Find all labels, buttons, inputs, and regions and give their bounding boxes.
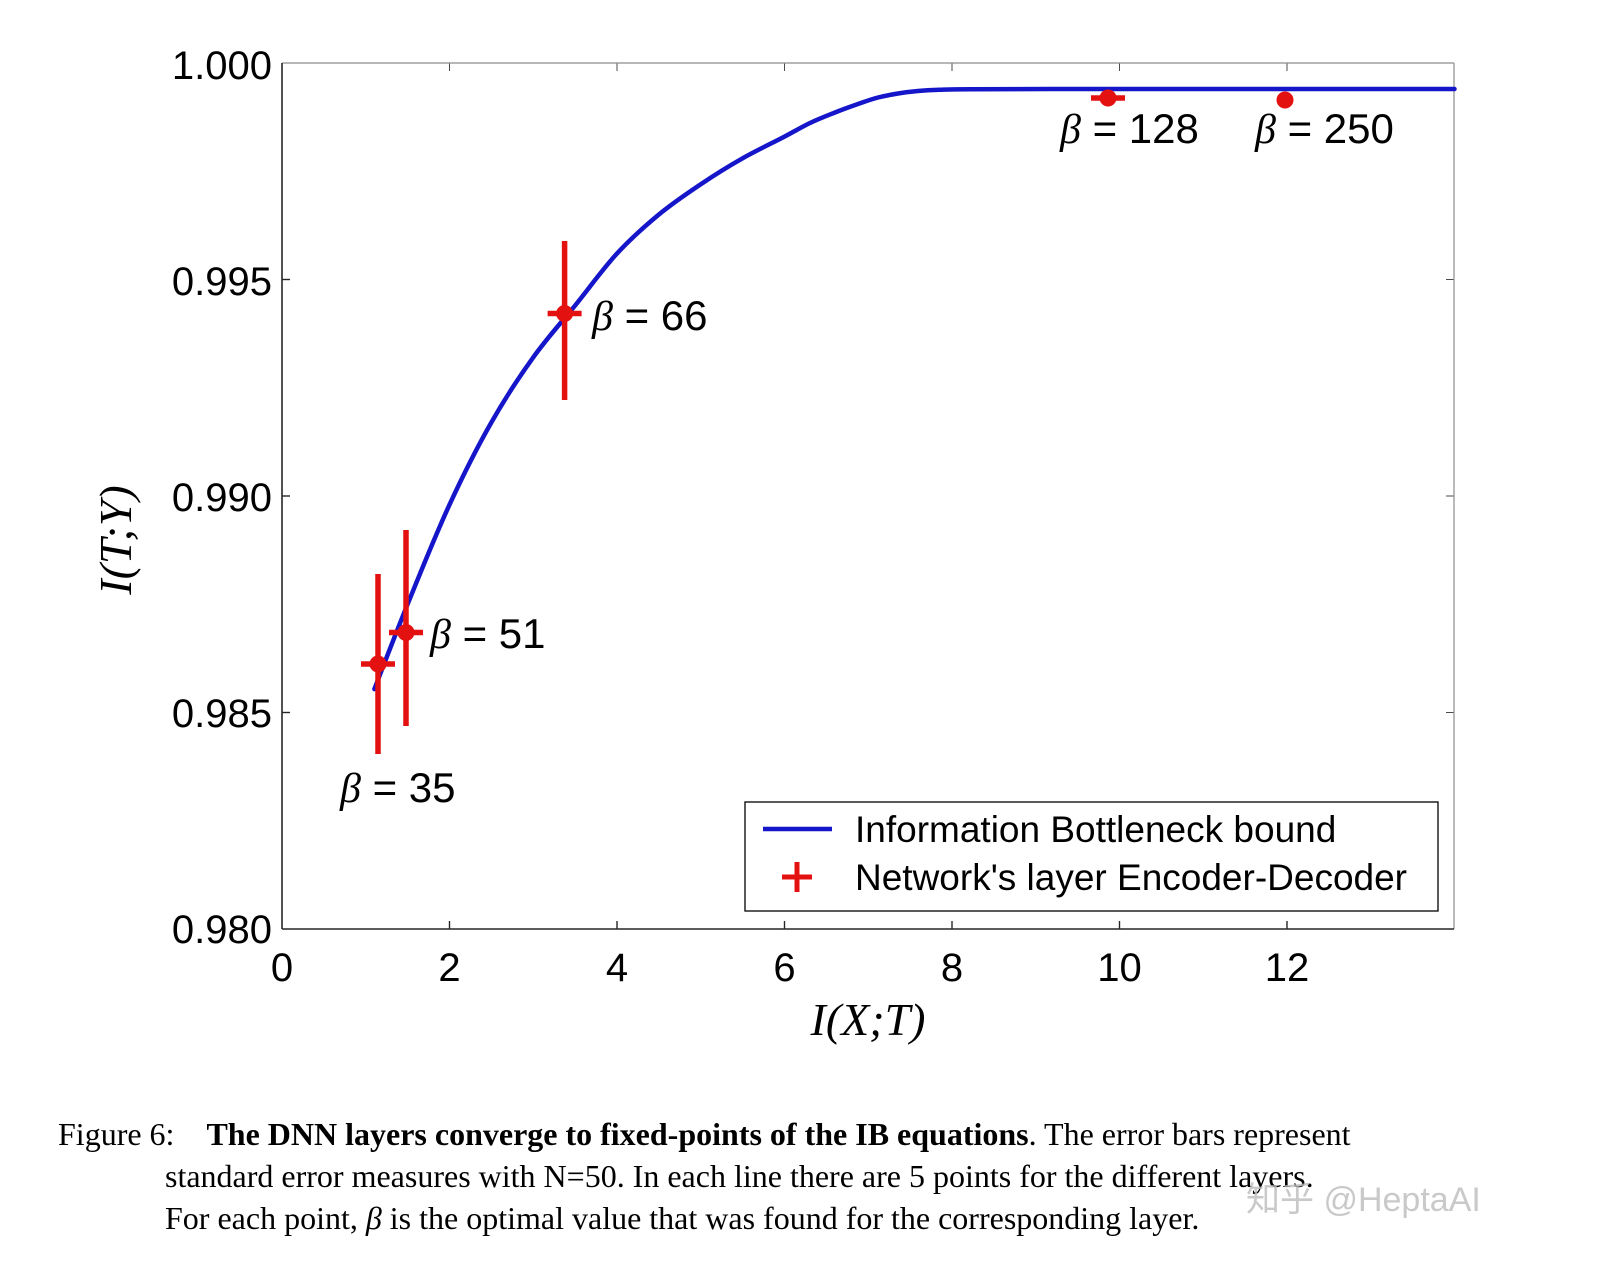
svg-text:β = 35: β = 35 (339, 764, 456, 812)
svg-text:β = 250: β = 250 (1254, 105, 1394, 153)
svg-text:10: 10 (1097, 946, 1142, 990)
svg-text:β = 66: β = 66 (591, 292, 708, 340)
svg-text:β = 51: β = 51 (429, 610, 546, 658)
svg-text:2: 2 (438, 946, 460, 990)
svg-text:I(T;Y): I(T;Y) (90, 485, 141, 595)
svg-text:0: 0 (271, 946, 293, 990)
svg-text:12: 12 (1265, 946, 1310, 990)
svg-text:I(X;T): I(X;T) (810, 994, 926, 1045)
svg-text:1.000: 1.000 (172, 44, 272, 88)
svg-text:4: 4 (606, 946, 628, 990)
svg-text:Network's layer Encoder-Decode: Network's layer Encoder-Decoder (855, 857, 1407, 898)
svg-text:0.980: 0.980 (172, 908, 272, 952)
svg-text:β = 128: β = 128 (1059, 105, 1199, 153)
svg-text:0.995: 0.995 (172, 260, 272, 304)
svg-text:8: 8 (941, 946, 963, 990)
svg-text:0.985: 0.985 (172, 692, 272, 736)
svg-text:0.990: 0.990 (172, 476, 272, 520)
svg-text:6: 6 (773, 946, 795, 990)
svg-text:Information Bottleneck bound: Information Bottleneck bound (855, 809, 1336, 850)
